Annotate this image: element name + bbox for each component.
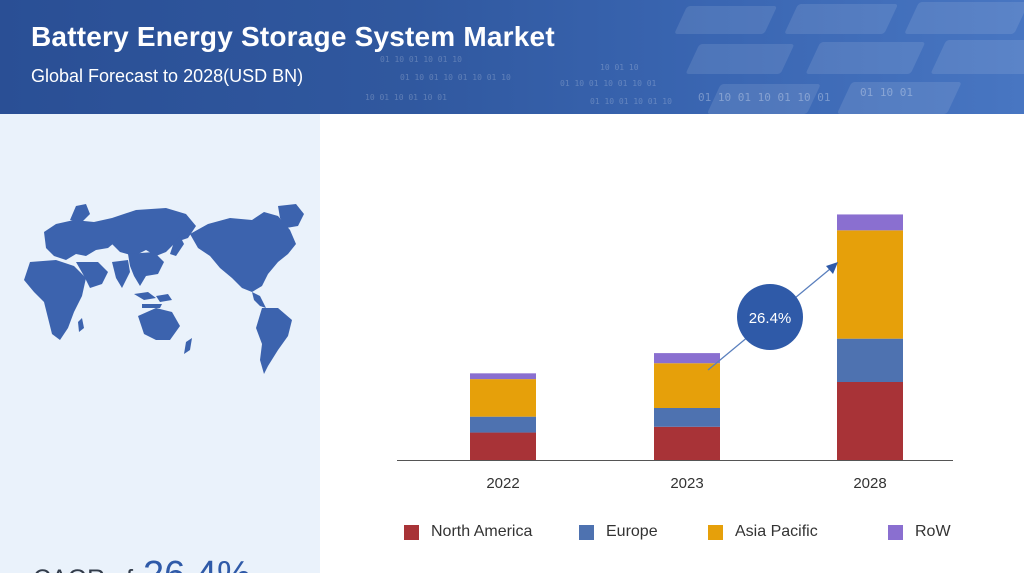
legend-swatch	[579, 524, 594, 540]
svg-text:01 10 01 10 01 10: 01 10 01 10 01 10	[590, 97, 672, 106]
bar-segment-asia-pacific-2028	[837, 230, 903, 339]
svg-text:01 10 01 10 01 10 01: 01 10 01 10 01 10 01	[560, 79, 657, 88]
bar-segment-europe-2022	[470, 416, 536, 433]
summary-panel: CAGR of 26.4%	[0, 114, 320, 573]
bar-segment-europe-2023	[654, 408, 720, 427]
page-title: Battery Energy Storage System Market	[31, 21, 555, 52]
page-subtitle: Global Forecast to 2028(USD BN)	[31, 66, 304, 86]
x-tick-label: 2022	[486, 475, 519, 492]
svg-text:01 10 01 10 01 10 01: 01 10 01 10 01 10 01	[698, 91, 830, 104]
x-tick-label: 2023	[670, 475, 703, 492]
legend-swatch	[708, 524, 723, 540]
chart-legend: North America Europe Asia Pacific RoW	[404, 522, 964, 542]
legend-label: RoW	[915, 523, 951, 540]
bar-segment-row-2028	[837, 214, 903, 231]
legend-label: Asia Pacific	[735, 523, 818, 540]
bar-segment-north-america-2023	[654, 426, 720, 460]
legend-swatch	[404, 524, 419, 540]
legend-item: North America	[404, 522, 532, 542]
growth-badge	[737, 284, 803, 350]
legend-label: North America	[431, 523, 533, 540]
legend-item: Europe	[579, 522, 658, 542]
bar-segment-row-2023	[654, 353, 720, 364]
bar-segment-asia-pacific-2022	[470, 379, 536, 417]
world-map-icon	[24, 204, 304, 374]
svg-text:01 10 01 10 01 10 01 10: 01 10 01 10 01 10 01 10	[400, 73, 511, 82]
svg-text:10 01 10 01 10 01: 10 01 10 01 10 01	[365, 93, 447, 102]
bar-segment-europe-2028	[837, 338, 903, 382]
svg-text:01 10 01 10 01 10: 01 10 01 10 01 10	[380, 55, 462, 64]
cagr-label: CAGR of	[33, 565, 133, 573]
bar-segment-north-america-2028	[837, 382, 903, 460]
svg-text:01 10 01: 01 10 01	[860, 86, 913, 99]
binary-decoration: 01 10 01 10 01 10 01 10 01 10 01 10 01 1…	[365, 2, 1024, 114]
x-tick-label: 2028	[853, 475, 886, 492]
header-banner: 01 10 01 10 01 10 01 10 01 10 01 10 01 1…	[0, 0, 1024, 114]
cagr-summary: CAGR of 26.4%	[33, 554, 251, 573]
stacked-bar-chart: 2022 2023 2028 26.4%	[397, 214, 953, 492]
bar-segment-north-america-2022	[470, 432, 536, 460]
legend-item: Asia Pacific	[708, 522, 818, 542]
bar-segment-asia-pacific-2023	[654, 363, 720, 408]
legend-item: RoW	[888, 522, 951, 542]
legend-swatch	[888, 524, 903, 540]
bar-segment-row-2022	[470, 373, 536, 380]
cagr-value: 26.4%	[143, 554, 251, 573]
legend-label: Europe	[606, 523, 658, 540]
svg-text:10 01 10: 10 01 10	[600, 63, 639, 72]
growth-badge-label: 26.4%	[749, 310, 792, 327]
